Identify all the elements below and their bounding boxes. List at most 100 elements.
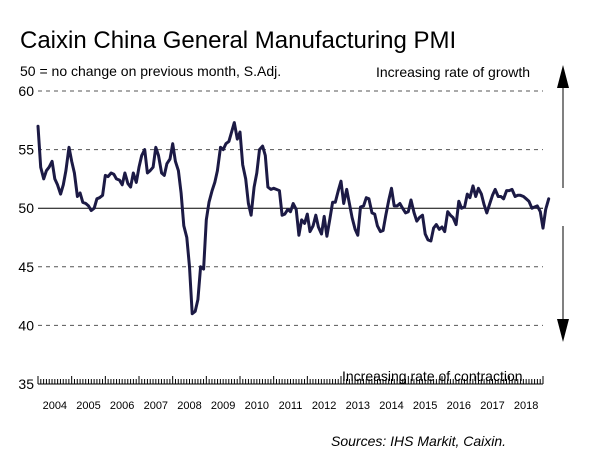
data-point [368, 198, 370, 200]
data-point [332, 201, 334, 203]
data-point [497, 195, 499, 198]
data-point [441, 226, 443, 228]
data-point [491, 194, 494, 196]
data-point [256, 172, 258, 174]
contraction-arrow-head-icon [557, 319, 569, 342]
series-layer [36, 121, 551, 316]
x-tick-label: 2008 [177, 400, 201, 412]
data-point [107, 176, 109, 178]
data-point [390, 187, 393, 189]
data-point [416, 220, 418, 222]
data-point [56, 184, 59, 186]
data-point [76, 195, 78, 198]
data-point [99, 197, 101, 199]
data-point [253, 186, 255, 188]
data-point [40, 166, 42, 168]
data-point [205, 219, 207, 221]
x-tick-label: 2011 [279, 400, 303, 412]
data-point [155, 146, 157, 148]
data-point [433, 227, 435, 229]
data-point [161, 172, 163, 174]
data-point [228, 140, 230, 142]
data-point [113, 173, 115, 175]
data-point [483, 204, 485, 206]
data-point [506, 190, 508, 192]
data-point [216, 170, 218, 172]
data-point [528, 200, 530, 202]
data-point [85, 202, 87, 205]
data-point [68, 146, 70, 148]
data-point [225, 143, 227, 145]
data-point [354, 228, 356, 230]
data-point [536, 205, 538, 207]
data-point [118, 179, 121, 181]
data-point [320, 233, 323, 235]
data-point [214, 181, 216, 183]
data-point [54, 178, 56, 180]
data-point [146, 172, 148, 174]
data-point [548, 198, 550, 200]
data-point [357, 234, 359, 236]
data-point [469, 197, 471, 199]
data-point [329, 218, 331, 220]
data-point [180, 192, 182, 194]
data-point [449, 214, 451, 216]
data-point [447, 211, 449, 213]
data-point [166, 163, 168, 165]
data-point [275, 188, 277, 190]
data-point [421, 214, 424, 216]
x-tick-label: 2013 [346, 400, 370, 412]
data-point [43, 178, 45, 180]
data-point [455, 224, 457, 226]
x-tick-label: 2016 [447, 400, 471, 412]
data-point [306, 213, 308, 215]
contraction-arrow [557, 226, 569, 342]
data-point [317, 226, 319, 228]
data-point [135, 181, 137, 183]
data-point [480, 193, 482, 195]
data-point [519, 194, 522, 196]
data-point [343, 202, 345, 205]
data-point [231, 131, 233, 133]
data-point [284, 213, 286, 215]
growth-annotation: Increasing rate of growth [376, 64, 530, 80]
x-tick-label: 2005 [76, 400, 100, 412]
data-point [194, 310, 196, 312]
data-point [388, 199, 390, 201]
data-point [287, 208, 289, 210]
data-point [233, 122, 235, 124]
growth-arrow [557, 65, 569, 188]
data-point [539, 211, 541, 213]
data-point [489, 202, 491, 205]
data-point [96, 198, 98, 200]
data-point [177, 170, 179, 172]
data-point [402, 207, 404, 209]
data-point [511, 188, 513, 190]
data-point [115, 178, 117, 180]
data-point [435, 224, 437, 226]
data-point [273, 187, 275, 189]
data-point [247, 202, 249, 205]
data-point [298, 234, 300, 236]
data-point [312, 225, 314, 227]
data-point [191, 313, 193, 315]
data-point [163, 174, 165, 176]
chart-title: Caixin China General Manufacturing PMI [20, 27, 456, 54]
x-tick-label: 2018 [514, 400, 538, 412]
data-point [60, 193, 62, 195]
x-tick-label: 2017 [480, 400, 504, 412]
data-point [71, 160, 73, 162]
data-point [466, 193, 468, 195]
data-point [149, 170, 151, 172]
data-point [376, 225, 378, 227]
data-point [289, 211, 292, 213]
data-point [452, 217, 454, 219]
data-point [236, 138, 238, 140]
data-point [262, 145, 264, 147]
data-point [542, 227, 544, 229]
y-axis-ticks: 35 40 45 50 55 60 [18, 83, 34, 392]
data-point [121, 184, 123, 186]
data-point [222, 149, 224, 151]
data-point [104, 174, 106, 176]
